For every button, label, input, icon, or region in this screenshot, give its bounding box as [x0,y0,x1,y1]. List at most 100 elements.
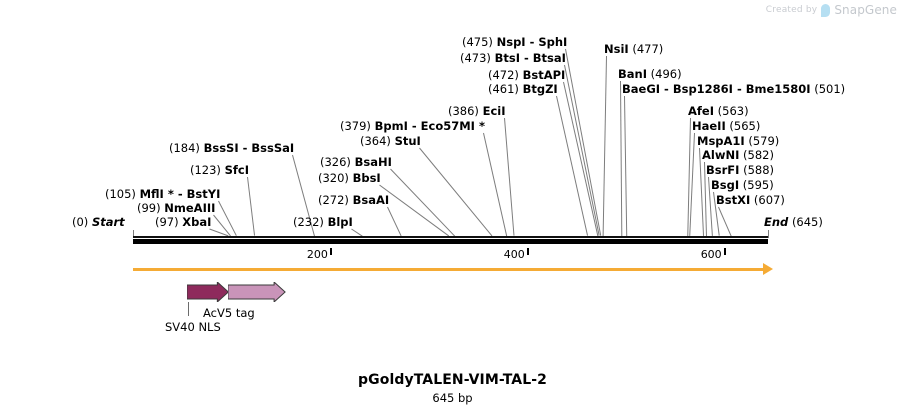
enzyme-name: BpmI [374,119,408,133]
enzyme-name: NspI [496,35,526,49]
enzyme-name: Bsp1286I [672,82,733,96]
enzyme-name: AfeI [688,104,714,118]
ruler-tick [526,248,529,255]
enzyme-site-label-baegi-bsp1286i-bme1580i[interactable]: BaeGI - Bsp1286I - Bme1580I (501) [622,83,845,95]
page-title: pGoldyTALEN-VIM-TAL-2 [358,372,547,388]
enzyme-name: BstYI [186,187,221,201]
enzyme-name: BtsI [494,51,520,65]
enzyme-site-label-ecii[interactable]: (386) EciI [448,105,506,117]
enzyme-position: (472) [488,68,519,82]
enzyme-name: BtgZI [522,82,558,96]
enzyme-site-label-sfci[interactable]: (123) SfcI [190,164,249,176]
end-leader-line [768,230,769,238]
start-leader-line [133,230,134,238]
enzyme-site-label-bbsi[interactable]: (320) BbsI [318,172,381,184]
orientation-arrow-line [133,268,765,271]
enzyme-position: (461) [488,82,519,96]
sequence-bar[interactable] [133,238,768,244]
enzyme-name-separator: - [660,82,673,96]
enzyme-name: StuI [394,134,421,148]
enzyme-site-label-bstxi[interactable]: BstXI (607) [716,194,785,206]
enzyme-name: BsrFI [706,163,740,177]
enzyme-site-label-blpi[interactable]: (232) BlpI [293,216,353,228]
enzyme-site-label-bsssi-bsssai[interactable]: (184) BssSI - BssSaI [169,142,294,154]
enzyme-position: (473) [460,51,491,65]
enzyme-name: BaeGI [622,82,661,96]
enzyme-site-label-mspa1i[interactable]: MspA1I (579) [697,135,779,147]
enzyme-position: (563) [717,104,749,118]
enzyme-name: BsgI [711,178,740,192]
enzyme-position: (565) [729,119,761,133]
enzyme-position: (272) [318,193,349,207]
snapgene-watermark: Created by SnapGene [766,3,897,17]
enzyme-position: (496) [650,67,682,81]
enzyme-position: (364) [360,134,391,148]
enzyme-site-label-alwni[interactable]: AlwNI (582) [702,149,774,161]
enzyme-site-label-bsaai[interactable]: (272) BsaAI [318,194,389,206]
enzyme-name: BsaHI [354,155,392,169]
enzyme-name: EciI [482,104,506,118]
enzyme-name-separator: - [238,141,252,155]
ruler-tick [723,248,726,255]
sequence-length: 645 bp [432,391,473,405]
enzyme-position: (105) [105,187,136,201]
enzyme-site-label-haeii[interactable]: HaeII (565) [692,120,760,132]
enzyme-site-label-xbai[interactable]: (97) XbaI [155,216,211,228]
enzyme-name-separator: - [732,82,746,96]
feature-arrow-acv5-tag[interactable] [228,282,286,302]
enzyme-name: HaeII [692,119,726,133]
enzyme-name-separator: - [525,35,539,49]
watermark-created-by: Created by [765,5,818,15]
enzyme-position: (123) [190,163,221,177]
watermark-brand: SnapGene [834,3,897,17]
enzyme-name: AlwNI [702,148,740,162]
enzyme-site-label-bpmi-eco57mi[interactable]: (379) BpmI - Eco57MI * [340,120,485,132]
ruler-tick-label: 600 [700,248,722,261]
end-name: End [764,215,789,229]
snapgene-logo-icon [821,3,831,17]
enzyme-position: (184) [169,141,200,155]
enzyme-position: (582) [743,148,774,162]
enzyme-name-separator: - [173,187,187,201]
enzyme-site-label-stui[interactable]: (364) StuI [360,135,421,147]
enzyme-position: (232) [293,215,324,229]
enzyme-site-label-btgzi[interactable]: (461) BtgZI [488,83,558,95]
enzyme-site-label-nspi-sphi[interactable]: (475) NspI - SphI [462,36,567,48]
enzyme-position: (386) [448,104,479,118]
enzyme-site-label-bsrfi[interactable]: BsrFI (588) [706,164,774,176]
enzyme-position: (475) [462,35,493,49]
enzyme-name: Eco57MI * [420,119,485,133]
enzyme-site-label-btsi-btsai[interactable]: (473) BtsI - BtsaI [460,52,566,64]
enzyme-site-label-nmeaiii[interactable]: (99) NmeAIII [137,202,215,214]
enzyme-name: BssSI [203,141,239,155]
enzyme-site-label-nsii[interactable]: NsiI (477) [604,43,663,55]
enzyme-site-label-bsahi[interactable]: (326) BsaHI [320,156,392,168]
enzyme-name: SfcI [224,163,249,177]
enzyme-name: Bme1580I [745,82,811,96]
enzyme-name-separator: - [407,119,421,133]
feature-label-acv5-tag[interactable]: AcV5 tag [203,306,255,320]
sequence-end-label: End (645) [764,216,823,228]
end-position: (645) [791,215,823,229]
feature-arrow-sv40-nls[interactable] [187,282,229,302]
start-position: (0) [72,215,89,229]
enzyme-name: BtsaI [532,51,566,65]
enzyme-position: (97) [155,215,179,229]
enzyme-name: NsiI [604,42,629,56]
enzyme-name: BbsI [352,171,381,185]
enzyme-site-label-bani[interactable]: BanI (496) [618,68,682,80]
feature-label-sv40-nls[interactable]: SV40 NLS [165,320,221,334]
enzyme-site-label-bstapi[interactable]: (472) BstAPI [488,69,565,81]
enzyme-position: (595) [742,178,774,192]
enzyme-site-label-mfli-bstyi[interactable]: (105) MflI * - BstYI [105,188,220,200]
enzyme-site-label-afei[interactable]: AfeI (563) [688,105,749,117]
ruler-tick [329,248,332,255]
orientation-arrow-head [763,263,773,275]
enzyme-position: (588) [743,163,775,177]
enzyme-position: (379) [340,119,371,133]
enzyme-position: (320) [318,171,349,185]
start-name: Start [91,215,125,229]
enzyme-position: (99) [137,201,161,215]
sequence-bar-hairline [133,236,768,238]
enzyme-site-label-bsgi[interactable]: BsgI (595) [711,179,774,191]
